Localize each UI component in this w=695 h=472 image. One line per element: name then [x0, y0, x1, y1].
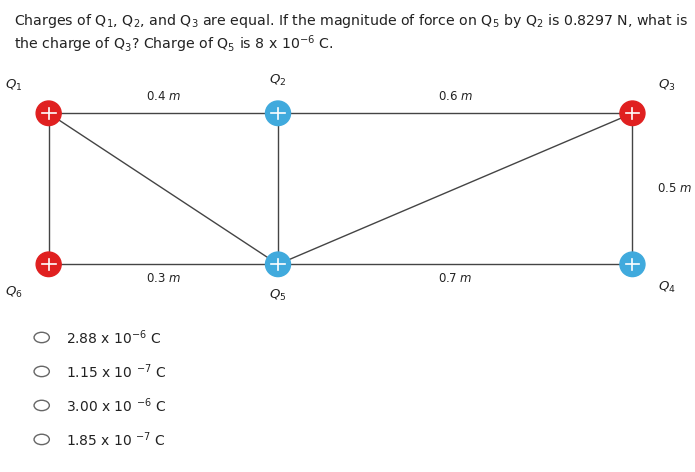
Ellipse shape	[620, 252, 645, 277]
Text: 0.5 $m$: 0.5 $m$	[657, 182, 692, 195]
Ellipse shape	[36, 252, 61, 277]
Text: $Q_1$: $Q_1$	[5, 77, 23, 93]
Ellipse shape	[265, 101, 291, 126]
Ellipse shape	[36, 101, 61, 126]
Text: $Q_4$: $Q_4$	[658, 280, 676, 295]
Text: Charges of Q$_1$, Q$_2$, and Q$_3$ are equal. If the magnitude of force on Q$_5$: Charges of Q$_1$, Q$_2$, and Q$_3$ are e…	[14, 12, 688, 30]
Text: 0.7 $m$: 0.7 $m$	[438, 272, 473, 285]
Text: 0.6 $m$: 0.6 $m$	[438, 90, 473, 103]
Text: $Q_5$: $Q_5$	[269, 287, 287, 303]
Text: 3.00 x 10 $^{-6}$ C: 3.00 x 10 $^{-6}$ C	[66, 396, 166, 415]
Text: 0.3 $m$: 0.3 $m$	[146, 272, 181, 285]
Text: the charge of Q$_3$? Charge of Q$_5$ is 8 x 10$^{-6}$ C.: the charge of Q$_3$? Charge of Q$_5$ is …	[14, 33, 334, 55]
Text: 1.85 x 10 $^{-7}$ C: 1.85 x 10 $^{-7}$ C	[66, 430, 166, 449]
Text: 0.4 $m$: 0.4 $m$	[146, 90, 181, 103]
Text: 2.88 x 10$^{-6}$ C: 2.88 x 10$^{-6}$ C	[66, 328, 161, 347]
Ellipse shape	[265, 252, 291, 277]
Text: $Q_6$: $Q_6$	[5, 285, 23, 300]
Ellipse shape	[620, 101, 645, 126]
Text: $Q_2$: $Q_2$	[270, 73, 286, 88]
Text: $Q_3$: $Q_3$	[658, 77, 676, 93]
Text: 1.15 x 10 $^{-7}$ C: 1.15 x 10 $^{-7}$ C	[66, 362, 166, 381]
